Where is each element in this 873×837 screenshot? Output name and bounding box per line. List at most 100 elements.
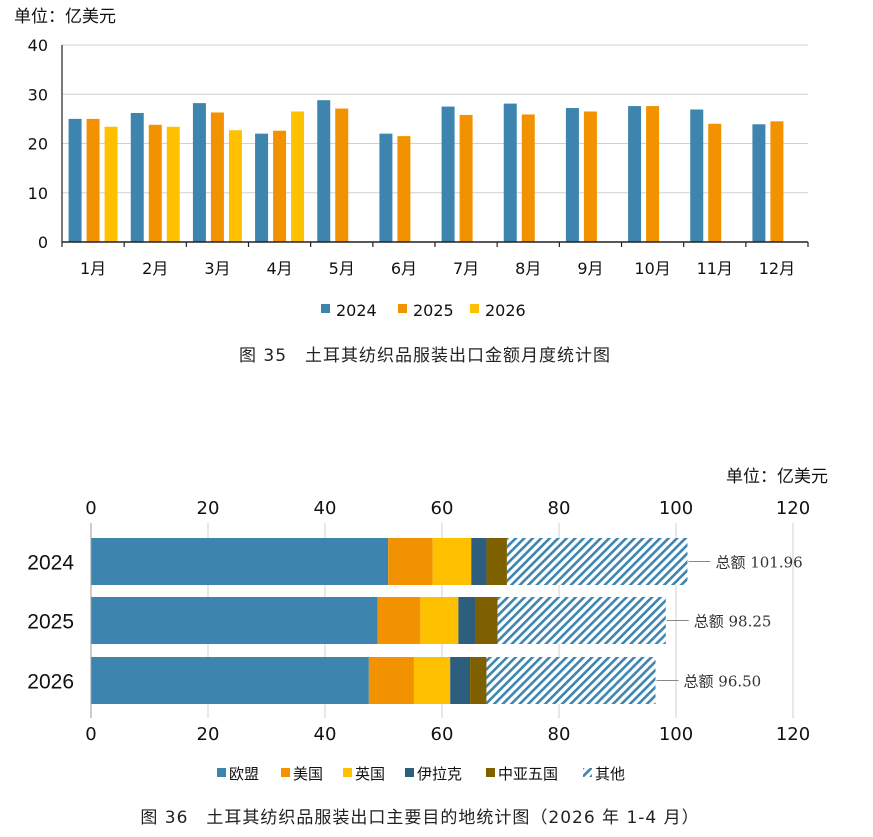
chart1-y-tick-label: 0 (38, 233, 48, 252)
chart2-top-tick-label: 120 (776, 498, 810, 519)
chart2-caption: 图 36 土耳其纺织品服装出口主要目的地统计图（2026 年 1-4 月） (140, 808, 699, 828)
chart2-bar-segment-英国 (432, 538, 472, 585)
chart1-gridlines (62, 44, 808, 194)
chart2-category-label: 2025 (27, 611, 74, 634)
chart1-bar-2024 (130, 112, 144, 242)
chart1-y-tick-label: 20 (28, 135, 48, 154)
chart1-bar-2024 (379, 133, 393, 242)
chart2-legend-label: 其他 (595, 765, 625, 783)
chart2-bar-segment-英国 (420, 597, 459, 644)
chart1-x-tick-label: 9月 (577, 259, 603, 278)
chart1-legend-swatch (321, 304, 330, 313)
chart2-top-tick-label: 0 (85, 498, 96, 519)
chart1-bar-2024 (441, 106, 455, 242)
chart1-x-tick-label: 4月 (266, 259, 292, 278)
chart1-axes: 0 10 20 30 40 1月 2月 3月 4月 5月 6月 7月 8月 9月 10月 11月 12月 (28, 36, 809, 278)
chart2-bottom-tick-label: 40 (314, 724, 337, 745)
chart1-bar-2025 (335, 108, 349, 242)
chart1-bar-2025 (646, 106, 660, 242)
chart1-bar-2026 (291, 111, 305, 242)
chart1-bars (68, 100, 784, 243)
chart1-legend: 2024 2025 2026 (321, 301, 526, 320)
chart2-bar-segment-英国 (413, 657, 451, 704)
chart1-x-tick-label: 7月 (453, 259, 479, 278)
monthly-export-chart: 单位：亿美元 0 10 20 30 40 1月 2月 3月 4月 5月 6月 7月 8月 9月 10月 11月… (14, 7, 809, 366)
chart2-top-tick-label: 20 (197, 498, 220, 519)
destination-chart: 单位：亿美元 总额 101.96 总额 98.25 总额 96.50 0 0 20 20 4… (27, 467, 828, 828)
chart2-bar-segment-欧盟 (91, 538, 389, 585)
chart1-caption: 图 35 土耳其纺织品服装出口金额月度统计图 (239, 346, 611, 366)
chart2-total-label: 总额 98.25 (694, 613, 772, 631)
chart1-bar-2025 (708, 123, 722, 242)
chart2-top-tick-label: 80 (548, 498, 571, 519)
chart2-bar-segment-其他 (506, 538, 688, 585)
chart1-x-tick-label: 8月 (515, 259, 541, 278)
chart1-bar-2024 (255, 133, 269, 242)
chart1-x-tick-label: 6月 (391, 259, 417, 278)
chart1-legend-swatch (398, 304, 407, 313)
chart2-legend-label: 欧盟 (229, 765, 259, 783)
chart1-bar-2024 (690, 109, 704, 242)
chart1-legend-label: 2026 (485, 301, 526, 320)
chart2-total-label: 总额 96.50 (684, 673, 762, 691)
chart2-legend-label: 中亚五国 (498, 765, 558, 783)
chart2-bottom-tick-label: 20 (197, 724, 220, 745)
chart2-top-tick-label: 60 (431, 498, 454, 519)
chart2-unit-label: 单位：亿美元 (726, 467, 828, 487)
chart2-legend-label: 美国 (293, 765, 323, 783)
chart2-axes: 0 0 20 20 40 40 60 60 80 80 100 100 120 120 2024 2025 20… (27, 498, 810, 745)
chart2-category-label: 2026 (27, 671, 74, 694)
chart1-legend-swatch (470, 304, 479, 313)
chart2-bar-segment-中亚五国 (475, 597, 498, 644)
chart2-legend-swatch (583, 768, 592, 777)
chart1-bar-2025 (521, 114, 535, 242)
chart1-bar-2025 (86, 118, 100, 242)
chart1-y-tick-label: 30 (28, 85, 48, 104)
chart2-bottom-tick-label: 100 (659, 724, 693, 745)
chart2-bottom-tick-label: 0 (85, 724, 96, 745)
chart2-bar-segment-欧盟 (91, 597, 378, 644)
chart2-bar-segment-伊拉克 (450, 657, 471, 704)
chart2-legend-label: 伊拉克 (417, 765, 462, 783)
chart1-y-tick-label: 10 (28, 184, 48, 203)
chart1-x-tick-label: 12月 (759, 259, 795, 278)
chart1-bar-2026 (166, 126, 180, 242)
chart1-bar-2025 (210, 112, 224, 242)
chart2-total-label: 总额 101.96 (715, 554, 802, 572)
chart2-bar-segment-其他 (497, 597, 666, 644)
chart1-unit-label: 单位：亿美元 (14, 7, 116, 27)
chart1-bar-2024 (628, 106, 642, 242)
chart1-y-tick-label: 40 (28, 36, 48, 55)
chart1-x-tick-label: 3月 (204, 259, 230, 278)
chart1-bar-2025 (148, 124, 162, 242)
chart1-bar-2024 (68, 118, 82, 242)
chart2-bar-segment-中亚五国 (486, 538, 507, 585)
chart1-bar-2026 (104, 126, 118, 242)
chart2-top-tick-label: 100 (659, 498, 693, 519)
chart2-category-label: 2024 (27, 552, 74, 575)
chart2-bar-segment-伊拉克 (471, 538, 487, 585)
chart1-x-tick-label: 10月 (634, 259, 670, 278)
chart1-x-tick-label: 2月 (142, 259, 168, 278)
chart1-bar-2024 (565, 108, 579, 242)
chart1-bar-2026 (228, 130, 242, 242)
chart2-bar-segment-欧盟 (91, 657, 369, 704)
chart2-bottom-tick-label: 60 (431, 724, 454, 745)
chart1-legend-label: 2025 (413, 301, 454, 320)
chart1-bar-2024 (752, 124, 766, 242)
chart1-x-tick-label: 1月 (80, 259, 106, 278)
chart1-x-tick-label: 5月 (329, 259, 355, 278)
chart2-legend: 欧盟 美国 英国 伊拉克 中亚五国 其他 (217, 765, 625, 783)
chart2-bar-segment-伊拉克 (458, 597, 476, 644)
chart2-bottom-tick-label: 120 (776, 724, 810, 745)
chart2-top-tick-label: 40 (314, 498, 337, 519)
chart2-legend-swatch (281, 768, 290, 777)
chart1-bar-2025 (583, 111, 597, 242)
chart2-bar-segment-中亚五国 (470, 657, 487, 704)
chart1-legend-label: 2024 (336, 301, 377, 320)
chart1-bar-2025 (397, 136, 411, 242)
chart2-legend-swatch (486, 768, 495, 777)
chart1-bar-2025 (459, 114, 473, 242)
chart2-legend-swatch (343, 768, 352, 777)
